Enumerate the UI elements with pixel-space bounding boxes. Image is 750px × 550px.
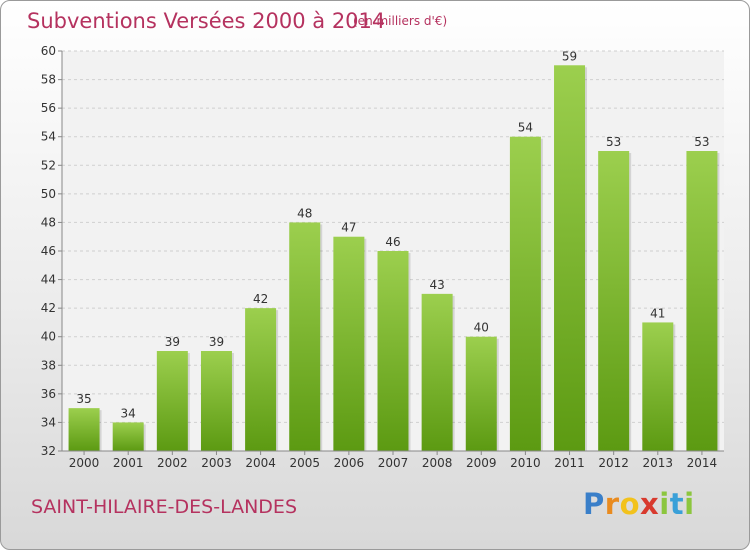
bar-value-label: 59 [562,49,577,63]
bar-value-label: 53 [606,135,621,149]
logo-letter: o [619,487,641,521]
x-tick-label: 2010 [510,456,541,470]
bar-value-label: 40 [474,321,489,335]
bar-value-label: 48 [297,206,312,220]
x-tick-label: 2014 [687,456,718,470]
x-tick-label: 2007 [378,456,409,470]
bar-2009[interactable] [465,336,497,451]
bar-2007[interactable] [377,251,409,451]
bar-2013[interactable] [642,322,674,451]
logo-letter: i [684,487,695,521]
bar-2010[interactable] [509,136,541,451]
x-tick-label: 2005 [289,456,320,470]
x-tick-label: 2006 [334,456,365,470]
x-tick-label: 2013 [643,456,674,470]
logo-letter: P [583,487,605,521]
bar-2004[interactable] [245,308,277,451]
x-tick-label: 2001 [113,456,144,470]
bar-value-label: 34 [121,406,136,420]
logo-letter: t [669,487,685,521]
y-tick-label: 58 [41,73,56,87]
bar-value-label: 47 [341,221,356,235]
bar-2002[interactable] [156,351,188,451]
x-tick-label: 2008 [422,456,453,470]
x-tick-label: 2012 [598,456,629,470]
chart-unit-label: (en milliers d'€) [353,14,448,28]
commune-name: SAINT-HILAIRE-DES-LANDES [31,496,297,518]
chart-title: Subventions Versées 2000 à 2014 [27,9,386,33]
bar-value-label: 43 [429,278,444,292]
bar-value-label: 39 [165,335,180,349]
logo-letter: x [640,487,660,521]
y-tick-label: 46 [41,244,56,258]
bar-2005[interactable] [289,222,321,451]
bar-value-label: 46 [385,235,400,249]
x-tick-label: 2004 [245,456,276,470]
y-tick-label: 36 [41,387,56,401]
axes: 32 34 36 38 40 42 44 46 48 50 52 54 56 58 60 2000 2001 20… [41,44,724,470]
proxiti-logo[interactable]: Proxiti [583,487,695,521]
bar-2003[interactable] [200,351,232,451]
bar-value-label: 39 [209,335,224,349]
y-tick-label: 50 [41,187,56,201]
x-tick-label: 2011 [554,456,585,470]
bar-value-label: 35 [76,392,91,406]
bar-2008[interactable] [421,293,453,451]
x-tick-label: 2003 [201,456,232,470]
bar-2014[interactable] [686,151,718,451]
bar-value-label: 41 [650,306,665,320]
x-tick-label: 2000 [69,456,100,470]
bar-value-label: 54 [518,121,533,135]
y-tick-label: 44 [41,273,56,287]
logo-letter: i [659,487,670,521]
bar-2012[interactable] [598,151,630,451]
bar-2000[interactable] [68,408,100,451]
y-tick-label: 60 [41,44,56,58]
bar-value-label: 53 [694,135,709,149]
bar-2011[interactable] [554,65,586,452]
bars: 35 34 39 39 42 48 47 46 43 40 54 59 53 41 53 [68,49,720,452]
y-tick-label: 32 [41,444,56,458]
bar-value-label: 42 [253,292,268,306]
x-tick-label: 2002 [157,456,188,470]
y-tick-label: 34 [41,415,56,429]
y-tick-label: 42 [41,301,56,315]
logo-letter: r [604,487,620,521]
y-tick-label: 38 [41,358,56,372]
x-tick-label: 2009 [466,456,497,470]
y-tick-label: 40 [41,330,56,344]
bar-2001[interactable] [112,422,144,451]
y-tick-label: 48 [41,215,56,229]
bar-2006[interactable] [333,236,365,451]
y-tick-label: 52 [41,158,56,172]
y-tick-label: 54 [41,130,56,144]
y-tick-label: 56 [41,101,56,115]
